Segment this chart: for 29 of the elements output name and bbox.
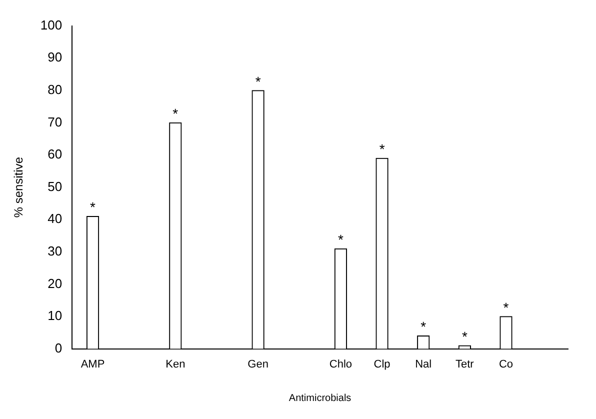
annotation: * <box>172 106 179 122</box>
y-tick-label: 70 <box>48 114 62 130</box>
annotation: * <box>379 141 386 158</box>
annotation: * <box>420 318 427 335</box>
x-tick-label: AMP <box>80 358 105 370</box>
x-tick-label: Clp <box>374 358 390 370</box>
x-tick-label: Nal <box>415 358 432 370</box>
x-tick-label: Co <box>498 358 514 370</box>
x-tick-label: Gen <box>248 358 268 370</box>
y-tick-label: 10 <box>48 308 62 324</box>
annotation: * <box>503 299 510 316</box>
y-tick-label: 50 <box>48 178 62 194</box>
annotation: * <box>462 328 468 344</box>
y-tick-label: 80 <box>48 82 62 97</box>
y-axis-title: % sensitive <box>12 156 26 218</box>
y-tick-label: 60 <box>48 146 62 162</box>
annotation: * <box>255 73 262 90</box>
annotation: * <box>338 232 344 248</box>
y-tick-label: 90 <box>48 50 62 65</box>
x-axis-title: Antimicrobials <box>288 392 352 404</box>
x-tick-label: Chlo <box>329 358 352 370</box>
y-tick-label: 30 <box>48 243 62 258</box>
y-tick-label: 0 <box>54 340 62 356</box>
y-tick-label: 100 <box>40 17 62 32</box>
annotation: * <box>90 199 96 216</box>
x-tick-label: Tetr <box>456 358 474 370</box>
x-tick-label: Ken <box>166 358 186 370</box>
y-tick-label: 40 <box>48 211 62 226</box>
y-tick-label: 20 <box>48 276 62 291</box>
